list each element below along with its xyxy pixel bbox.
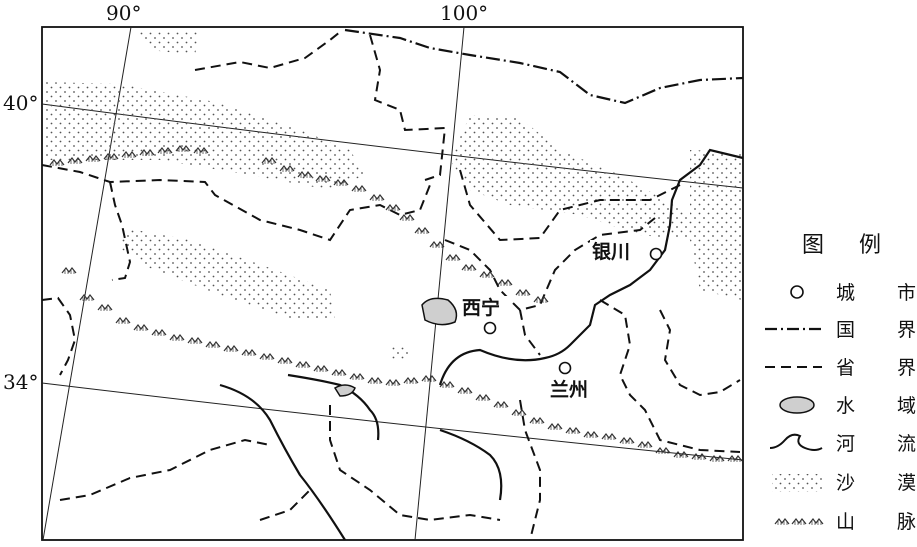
legend-label-water: 水 域 bbox=[836, 395, 917, 417]
river-south-2 bbox=[219, 383, 346, 541]
city-label-yinchuan: 银川 bbox=[592, 240, 630, 263]
legend-label-national-border: 国 界 bbox=[836, 319, 917, 341]
city-label-lanzhou: 兰州 bbox=[550, 378, 588, 401]
legend-label-mountain: 山 脉 bbox=[836, 511, 917, 533]
legend-label-city: 城 市 bbox=[836, 282, 917, 304]
rivers bbox=[219, 148, 744, 541]
lon-label-90: 90° bbox=[106, 1, 141, 25]
small-lake bbox=[333, 384, 356, 397]
water-body-icon bbox=[779, 396, 815, 414]
yellow-river bbox=[438, 148, 744, 386]
desert-areas bbox=[45, 30, 742, 360]
lanzhou-marker bbox=[558, 361, 572, 375]
city-label-xining: 西宁 bbox=[462, 296, 500, 319]
xining-marker bbox=[483, 321, 497, 335]
national-border bbox=[344, 28, 744, 105]
mountain-range-icon bbox=[774, 518, 824, 526]
legend: 图 例 城 市 国 界 省 界 水 域 河 流 沙 漠 山 脉 bbox=[765, 233, 917, 533]
lat-label-40: 40° bbox=[3, 91, 38, 115]
water-bodies bbox=[333, 297, 458, 397]
provincial-borders bbox=[41, 31, 741, 541]
river-south-1 bbox=[287, 373, 380, 441]
yinchuan-marker bbox=[649, 247, 663, 261]
parallel-34 bbox=[41, 382, 744, 461]
meridian-100 bbox=[414, 26, 465, 541]
river-icon bbox=[769, 433, 823, 451]
legend-label-provincial-border: 省 界 bbox=[836, 357, 917, 379]
city-markers bbox=[483, 247, 663, 375]
desert-dots-icon bbox=[772, 474, 822, 492]
lat-label-34: 34° bbox=[3, 370, 38, 394]
city-circle-icon bbox=[790, 285, 804, 299]
river-south-3 bbox=[439, 428, 503, 501]
legend-title: 图 例 bbox=[802, 233, 895, 258]
legend-label-river: 河 流 bbox=[836, 433, 917, 455]
lon-label-100: 100° bbox=[440, 1, 488, 25]
qinghai-lake bbox=[421, 297, 458, 326]
legend-label-desert: 沙 漠 bbox=[836, 472, 917, 494]
